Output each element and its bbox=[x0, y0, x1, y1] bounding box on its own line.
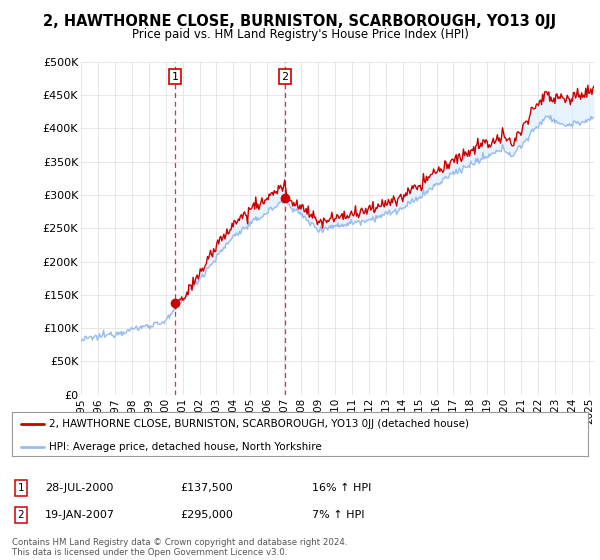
Text: 1: 1 bbox=[17, 483, 25, 493]
Text: 28-JUL-2000: 28-JUL-2000 bbox=[45, 483, 113, 493]
Text: 19-JAN-2007: 19-JAN-2007 bbox=[45, 510, 115, 520]
Text: £137,500: £137,500 bbox=[180, 483, 233, 493]
Text: £295,000: £295,000 bbox=[180, 510, 233, 520]
Text: 2: 2 bbox=[281, 72, 289, 82]
Text: 16% ↑ HPI: 16% ↑ HPI bbox=[312, 483, 371, 493]
Text: Price paid vs. HM Land Registry's House Price Index (HPI): Price paid vs. HM Land Registry's House … bbox=[131, 28, 469, 41]
Text: 2: 2 bbox=[17, 510, 25, 520]
Text: 7% ↑ HPI: 7% ↑ HPI bbox=[312, 510, 365, 520]
Text: 2, HAWTHORNE CLOSE, BURNISTON, SCARBOROUGH, YO13 0JJ (detached house): 2, HAWTHORNE CLOSE, BURNISTON, SCARBOROU… bbox=[49, 419, 469, 429]
Text: Contains HM Land Registry data © Crown copyright and database right 2024.
This d: Contains HM Land Registry data © Crown c… bbox=[12, 538, 347, 557]
Text: HPI: Average price, detached house, North Yorkshire: HPI: Average price, detached house, Nort… bbox=[49, 441, 322, 451]
Text: 1: 1 bbox=[172, 72, 178, 82]
Text: 2, HAWTHORNE CLOSE, BURNISTON, SCARBOROUGH, YO13 0JJ: 2, HAWTHORNE CLOSE, BURNISTON, SCARBOROU… bbox=[43, 14, 557, 29]
